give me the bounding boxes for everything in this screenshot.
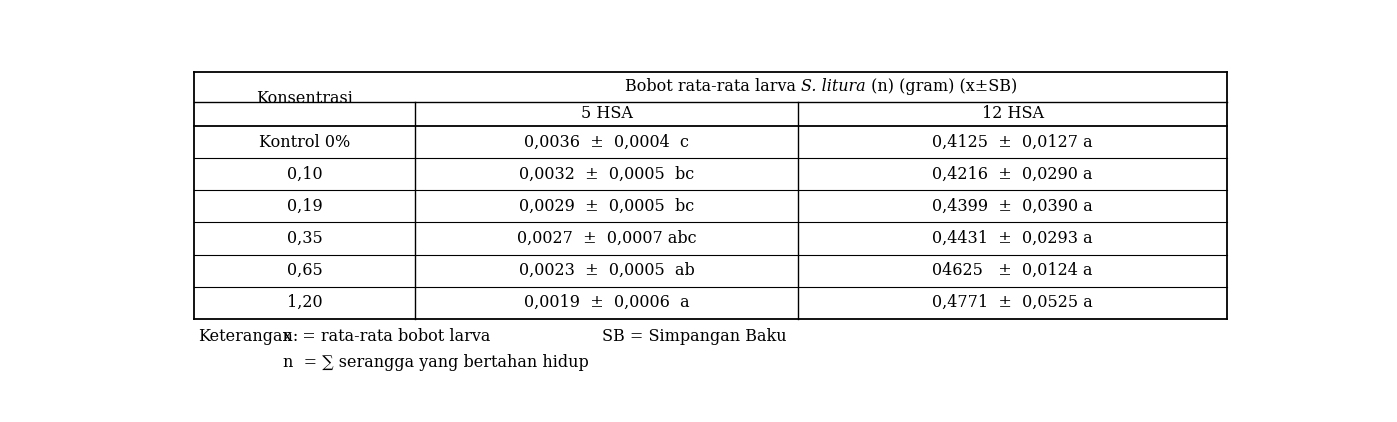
Text: 0,65: 0,65	[286, 262, 323, 279]
Text: SB = Simpangan Baku: SB = Simpangan Baku	[602, 328, 787, 345]
Text: S. litura: S. litura	[800, 78, 866, 95]
Text: 0,0027  ±  0,0007 abc: 0,0027 ± 0,0007 abc	[517, 230, 697, 247]
Text: Kontrol 0%: Kontrol 0%	[258, 134, 351, 151]
Text: n  = ∑ serangga yang bertahan hidup: n = ∑ serangga yang bertahan hidup	[282, 354, 588, 371]
Text: 0,0036  ±  0,0004  c: 0,0036 ± 0,0004 c	[524, 134, 689, 151]
Text: 0,4771  ±  0,0525 a: 0,4771 ± 0,0525 a	[932, 294, 1092, 311]
Text: Bobot rata-rata larva: Bobot rata-rata larva	[624, 78, 800, 95]
Text: 0,0029  ±  0,0005  bc: 0,0029 ± 0,0005 bc	[520, 198, 694, 215]
Text: 0,10: 0,10	[286, 166, 323, 183]
Text: 0,35: 0,35	[286, 230, 323, 247]
Text: 0,4125  ±  0,0127 a: 0,4125 ± 0,0127 a	[932, 134, 1092, 151]
Text: 0,19: 0,19	[286, 198, 323, 215]
Text: 04625   ±  0,0124 a: 04625 ± 0,0124 a	[932, 262, 1092, 279]
Text: x  = rata-rata bobot larva: x = rata-rata bobot larva	[282, 328, 490, 345]
Text: 0,0023  ±  0,0005  ab: 0,0023 ± 0,0005 ab	[518, 262, 694, 279]
Text: 0,4431  ±  0,0293 a: 0,4431 ± 0,0293 a	[932, 230, 1092, 247]
Text: 5 HSA: 5 HSA	[581, 106, 633, 122]
Text: 0,4216  ±  0,0290 a: 0,4216 ± 0,0290 a	[932, 166, 1092, 183]
Text: 0,0019  ±  0,0006  a: 0,0019 ± 0,0006 a	[524, 294, 690, 311]
Text: (n) (gram) (x±SB): (n) (gram) (x±SB)	[866, 78, 1017, 95]
Text: 0,4399  ±  0,0390 a: 0,4399 ± 0,0390 a	[932, 198, 1092, 215]
Text: 0,0032  ±  0,0005  bc: 0,0032 ± 0,0005 bc	[520, 166, 694, 183]
Text: Konsentrasi: Konsentrasi	[256, 90, 353, 108]
Text: 1,20: 1,20	[286, 294, 323, 311]
Text: Keterangan:: Keterangan:	[198, 328, 299, 345]
Text: 12 HSA: 12 HSA	[982, 106, 1044, 122]
